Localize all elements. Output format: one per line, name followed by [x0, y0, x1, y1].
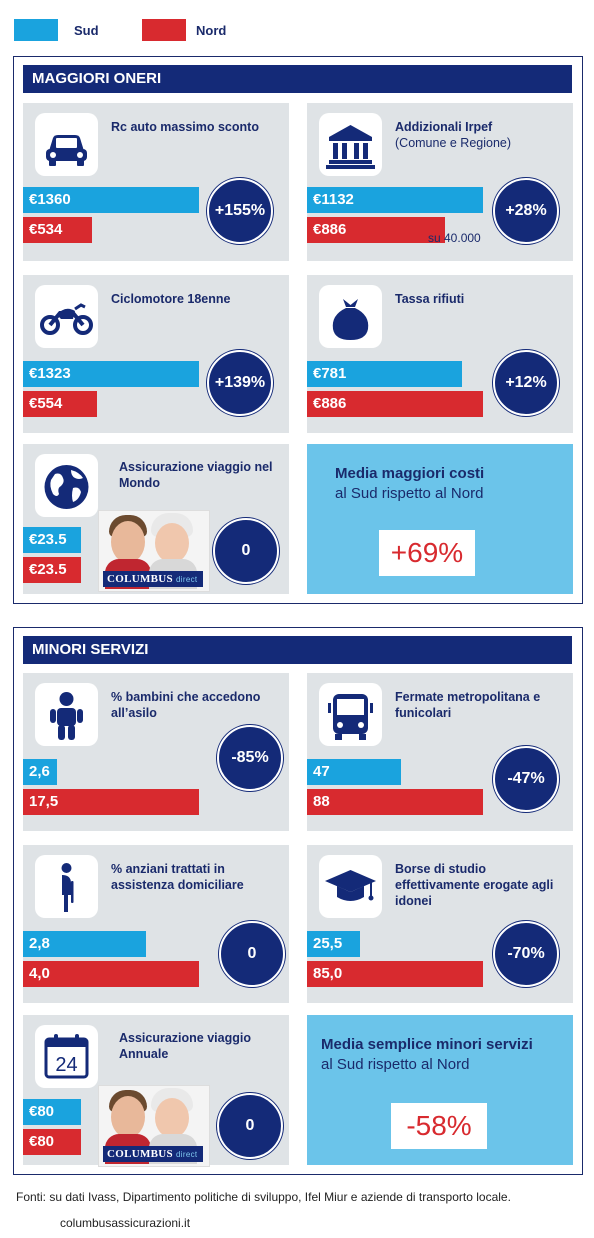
bar-nord: €886 [307, 217, 445, 243]
panel-title: Addizionali Irpef (Comune e Regione) [395, 119, 570, 151]
legend-swatch-sud [14, 19, 58, 41]
panel-title: Borse di studio effettivamente erogate a… [395, 862, 554, 908]
diff-badge: +28% [493, 178, 559, 244]
panel-title: Tassa rifiuti [395, 292, 465, 306]
footer-url[interactable]: columbusassicurazioni.it [60, 1216, 191, 1230]
bus-icon [319, 683, 382, 746]
section-maggiori-oneri: MAGGIORI ONERI Rc auto massimo sconto €1… [13, 56, 583, 604]
panel-tassa-rifiuti: Tassa rifiuti €781 €886 +12% [307, 275, 573, 433]
panel-borse-studio: Borse di studio effettivamente erogate a… [307, 845, 573, 1003]
globe-icon [35, 454, 98, 517]
elderly-person-icon [35, 855, 98, 918]
motorcycle-icon [35, 285, 98, 348]
bar-sud: €781 [307, 361, 462, 387]
section-title: MAGGIORI ONERI [23, 65, 572, 93]
bar-sud: 2,8 [23, 931, 146, 957]
section-title: MINORI SERVIZI [23, 636, 572, 664]
child-icon [35, 683, 98, 746]
summary-subtitle: al Sud rispetto al Nord [335, 485, 484, 502]
bar-sud: 47 [307, 759, 401, 785]
summary-value: +69% [379, 530, 475, 576]
summary-maggiori-costi: Media maggiori costi al Sud rispetto al N… [307, 444, 573, 594]
diff-badge: 0 [217, 1093, 283, 1159]
panel-title: Fermate metropolitana e funicolari [395, 690, 541, 720]
diff-badge: +139% [207, 350, 273, 416]
panel-title: Rc auto massimo sconto [111, 120, 259, 134]
diff-badge: +12% [493, 350, 559, 416]
columbus-logo: COLUMBUS direct [103, 571, 203, 587]
diff-badge: 0 [219, 921, 285, 987]
car-icon [35, 113, 98, 176]
calendar-icon: 24 [35, 1025, 98, 1088]
summary-value: -58% [391, 1103, 487, 1149]
panel-irpef: Addizionali Irpef (Comune e Regione) €113… [307, 103, 573, 261]
summary-title: Media maggiori costi al Sud rispetto al N… [335, 465, 485, 502]
diff-badge: -47% [493, 746, 559, 812]
panel-assicurazione-mondo: Assicurazione viaggio nel Mondo €23.5 €2… [23, 444, 289, 594]
footer-sources: Fonti: su dati Ivass, Dipartimento polit… [16, 1190, 511, 1204]
panel-subtitle: (Comune e Regione) [395, 136, 512, 150]
bar-nord: €23.5 [23, 557, 81, 583]
panel-title: % anziani trattati in assistenza domicil… [111, 862, 244, 892]
panel-anziani: % anziani trattati in assistenza domicil… [23, 845, 289, 1003]
legend-label-nord: Nord [196, 23, 227, 38]
columbus-advert-photo: COLUMBUS direct [98, 510, 210, 592]
columbus-advert-photo: COLUMBUS direct [98, 1085, 210, 1167]
panel-assicurazione-annuale: 24 Assicurazione viaggio Annuale €80 €80… [23, 1015, 289, 1167]
bar-sud: €1360 [23, 187, 199, 213]
panel-bambini-asilo: % bambini che accedono all’asilo -85% 2,… [23, 673, 289, 831]
calendar-day: 24 [55, 1054, 77, 1076]
bar-sud: €80 [23, 1099, 81, 1125]
summary-title: Media semplice minori servizi al Sud risp… [321, 1036, 533, 1073]
summary-subtitle: al Sud rispetto al Nord [321, 1056, 470, 1073]
panel-fermate: Fermate metropolitana e funicolari 47 88… [307, 673, 573, 831]
section-minori-servizi: MINORI SERVIZI % bambini che accedono al… [13, 627, 583, 1175]
bar-sud: 25,5 [307, 931, 360, 957]
panel-rc-auto: Rc auto massimo sconto €1360 €534 +155% [23, 103, 289, 261]
bar-nord: €534 [23, 217, 92, 243]
bar-nord: €80 [23, 1129, 81, 1155]
panel-title: Assicurazione viaggio nel Mondo [119, 460, 273, 490]
graduation-cap-icon [319, 855, 382, 918]
bar-nord: 4,0 [23, 961, 199, 987]
bar-nord: 17,5 [23, 789, 199, 815]
columbus-logo: COLUMBUS direct [103, 1146, 203, 1162]
panel-title: % bambini che accedono all’asilo [111, 690, 261, 720]
bar-sud: 2,6 [23, 759, 57, 785]
panel-note: su 40.000 [428, 231, 481, 245]
legend-label-sud: Sud [74, 23, 99, 38]
bar-nord: €554 [23, 391, 97, 417]
diff-badge: 0 [213, 518, 279, 584]
bar-nord: 85,0 [307, 961, 483, 987]
diff-badge: -85% [217, 725, 283, 791]
bar-nord: €886 [307, 391, 483, 417]
bar-sud: €23.5 [23, 527, 81, 553]
diff-badge: -70% [493, 921, 559, 987]
panel-title: Ciclomotore 18enne [111, 292, 231, 306]
panel-ciclomotore: Ciclomotore 18enne €1323 €554 +139% [23, 275, 289, 433]
panel-title: Assicurazione viaggio Annuale [119, 1031, 251, 1061]
bar-nord: 88 [307, 789, 483, 815]
legend-swatch-nord [142, 19, 186, 41]
trash-bag-icon [319, 285, 382, 348]
summary-minori-servizi: Media semplice minori servizi al Sud risp… [307, 1015, 573, 1165]
bar-sud: €1132 [307, 187, 483, 213]
bar-sud: €1323 [23, 361, 199, 387]
bank-icon [319, 113, 382, 176]
diff-badge: +155% [207, 178, 273, 244]
